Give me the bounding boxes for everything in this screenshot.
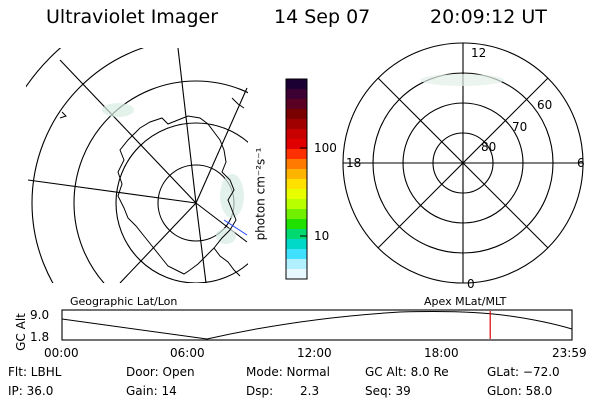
mlt-label-0: 0 <box>467 277 475 291</box>
colorbar-band <box>286 269 307 280</box>
mlat-label-70: 70 <box>512 120 528 134</box>
meridian-line <box>177 48 197 204</box>
meridian-line <box>195 87 248 204</box>
mlat-label-60: 60 <box>537 98 553 112</box>
instrument-title: Ultraviolet Imager <box>46 6 219 28</box>
colorbar-band <box>286 139 307 150</box>
timeline-ytick-1-8: 1.8 <box>30 330 50 344</box>
colorbar-band <box>286 259 307 270</box>
timeline-ytick-9: 9.0 <box>30 308 50 322</box>
meridian-line <box>195 202 207 283</box>
dsp-label: Dsp: <box>246 384 274 398</box>
mlt-label-18: 18 <box>346 156 362 170</box>
colorbar-band <box>286 129 307 140</box>
glat-status: GLat: −72.0 <box>487 365 560 379</box>
colorbar-band <box>286 149 307 160</box>
aurora-glow <box>420 74 504 86</box>
seq-status: Seq: 39 <box>365 384 411 398</box>
filter-status: Flt: LBHL <box>8 365 62 379</box>
colorbar-band <box>286 249 307 260</box>
polar-grid <box>342 42 584 284</box>
apex-panel-label: Apex MLat/MLT <box>424 295 507 308</box>
colorbar-band <box>286 159 307 170</box>
glon-status: GLon: 58.0 <box>487 384 553 398</box>
timeline-axis-title: GC Alt <box>13 313 28 351</box>
meridian-line <box>27 179 197 204</box>
dsp-value: 2.3 <box>300 384 320 398</box>
meridian-line <box>59 59 197 204</box>
colorbar-band <box>286 209 307 220</box>
gc-alt-status: GC Alt: 8.0 Re <box>365 365 449 379</box>
antarctic-peninsula <box>213 247 241 277</box>
latitude-circle <box>31 48 248 283</box>
antarctica-coastline <box>117 115 237 275</box>
timeline-xtick: 06:00 <box>170 346 205 360</box>
colorbar-band <box>286 79 307 90</box>
colorbar-tick-10: 10 <box>314 229 330 243</box>
colorbar-band <box>286 189 307 200</box>
mode-status: Mode: Normal <box>246 365 330 379</box>
meridian-line <box>119 202 197 283</box>
ip-status: IP: 36.0 <box>8 384 54 398</box>
geographic-map <box>26 48 248 283</box>
altitude-curve <box>61 311 573 340</box>
timeline-xtick: 23:59 <box>552 346 587 360</box>
colorbar-unit-label: photon cm⁻²s⁻¹ <box>253 147 268 241</box>
timeline-xtick: 18:00 <box>424 346 459 360</box>
colorbar-band <box>286 199 307 210</box>
timeline-xtick: 00:00 <box>44 346 79 360</box>
geographic-panel-label: Geographic Lat/Lon <box>70 295 178 308</box>
colorbar-band <box>286 119 307 130</box>
time-label: 20:09:12 UT <box>430 6 547 28</box>
colorbar-band <box>286 99 307 110</box>
mlt-label-6: 6 <box>577 156 585 170</box>
colorbar-band <box>286 89 307 100</box>
mlt-label-12: 12 <box>471 46 487 60</box>
orbit-track <box>223 219 248 236</box>
colorbar-band <box>286 109 307 120</box>
date-label: 14 Sep 07 <box>274 6 371 28</box>
colorbar-band <box>286 229 307 240</box>
aurora-glow <box>102 103 244 244</box>
colorbar-band <box>286 219 307 230</box>
colorbar-tick-100: 100 <box>314 141 337 155</box>
latitude-circle <box>115 122 248 283</box>
colorbar-band <box>286 239 307 250</box>
colorbar-band <box>286 179 307 190</box>
gain-status: Gain: 14 <box>126 384 177 398</box>
latitude-circle <box>73 80 248 283</box>
timeline-xtick: 12:00 <box>297 346 332 360</box>
meridian-line <box>195 202 248 243</box>
door-status: Door: Open <box>126 365 195 379</box>
colorbar <box>286 79 307 280</box>
mlat-label-80: 80 <box>481 140 497 154</box>
colorbar-band <box>286 169 307 180</box>
timeline-plot <box>61 309 573 341</box>
